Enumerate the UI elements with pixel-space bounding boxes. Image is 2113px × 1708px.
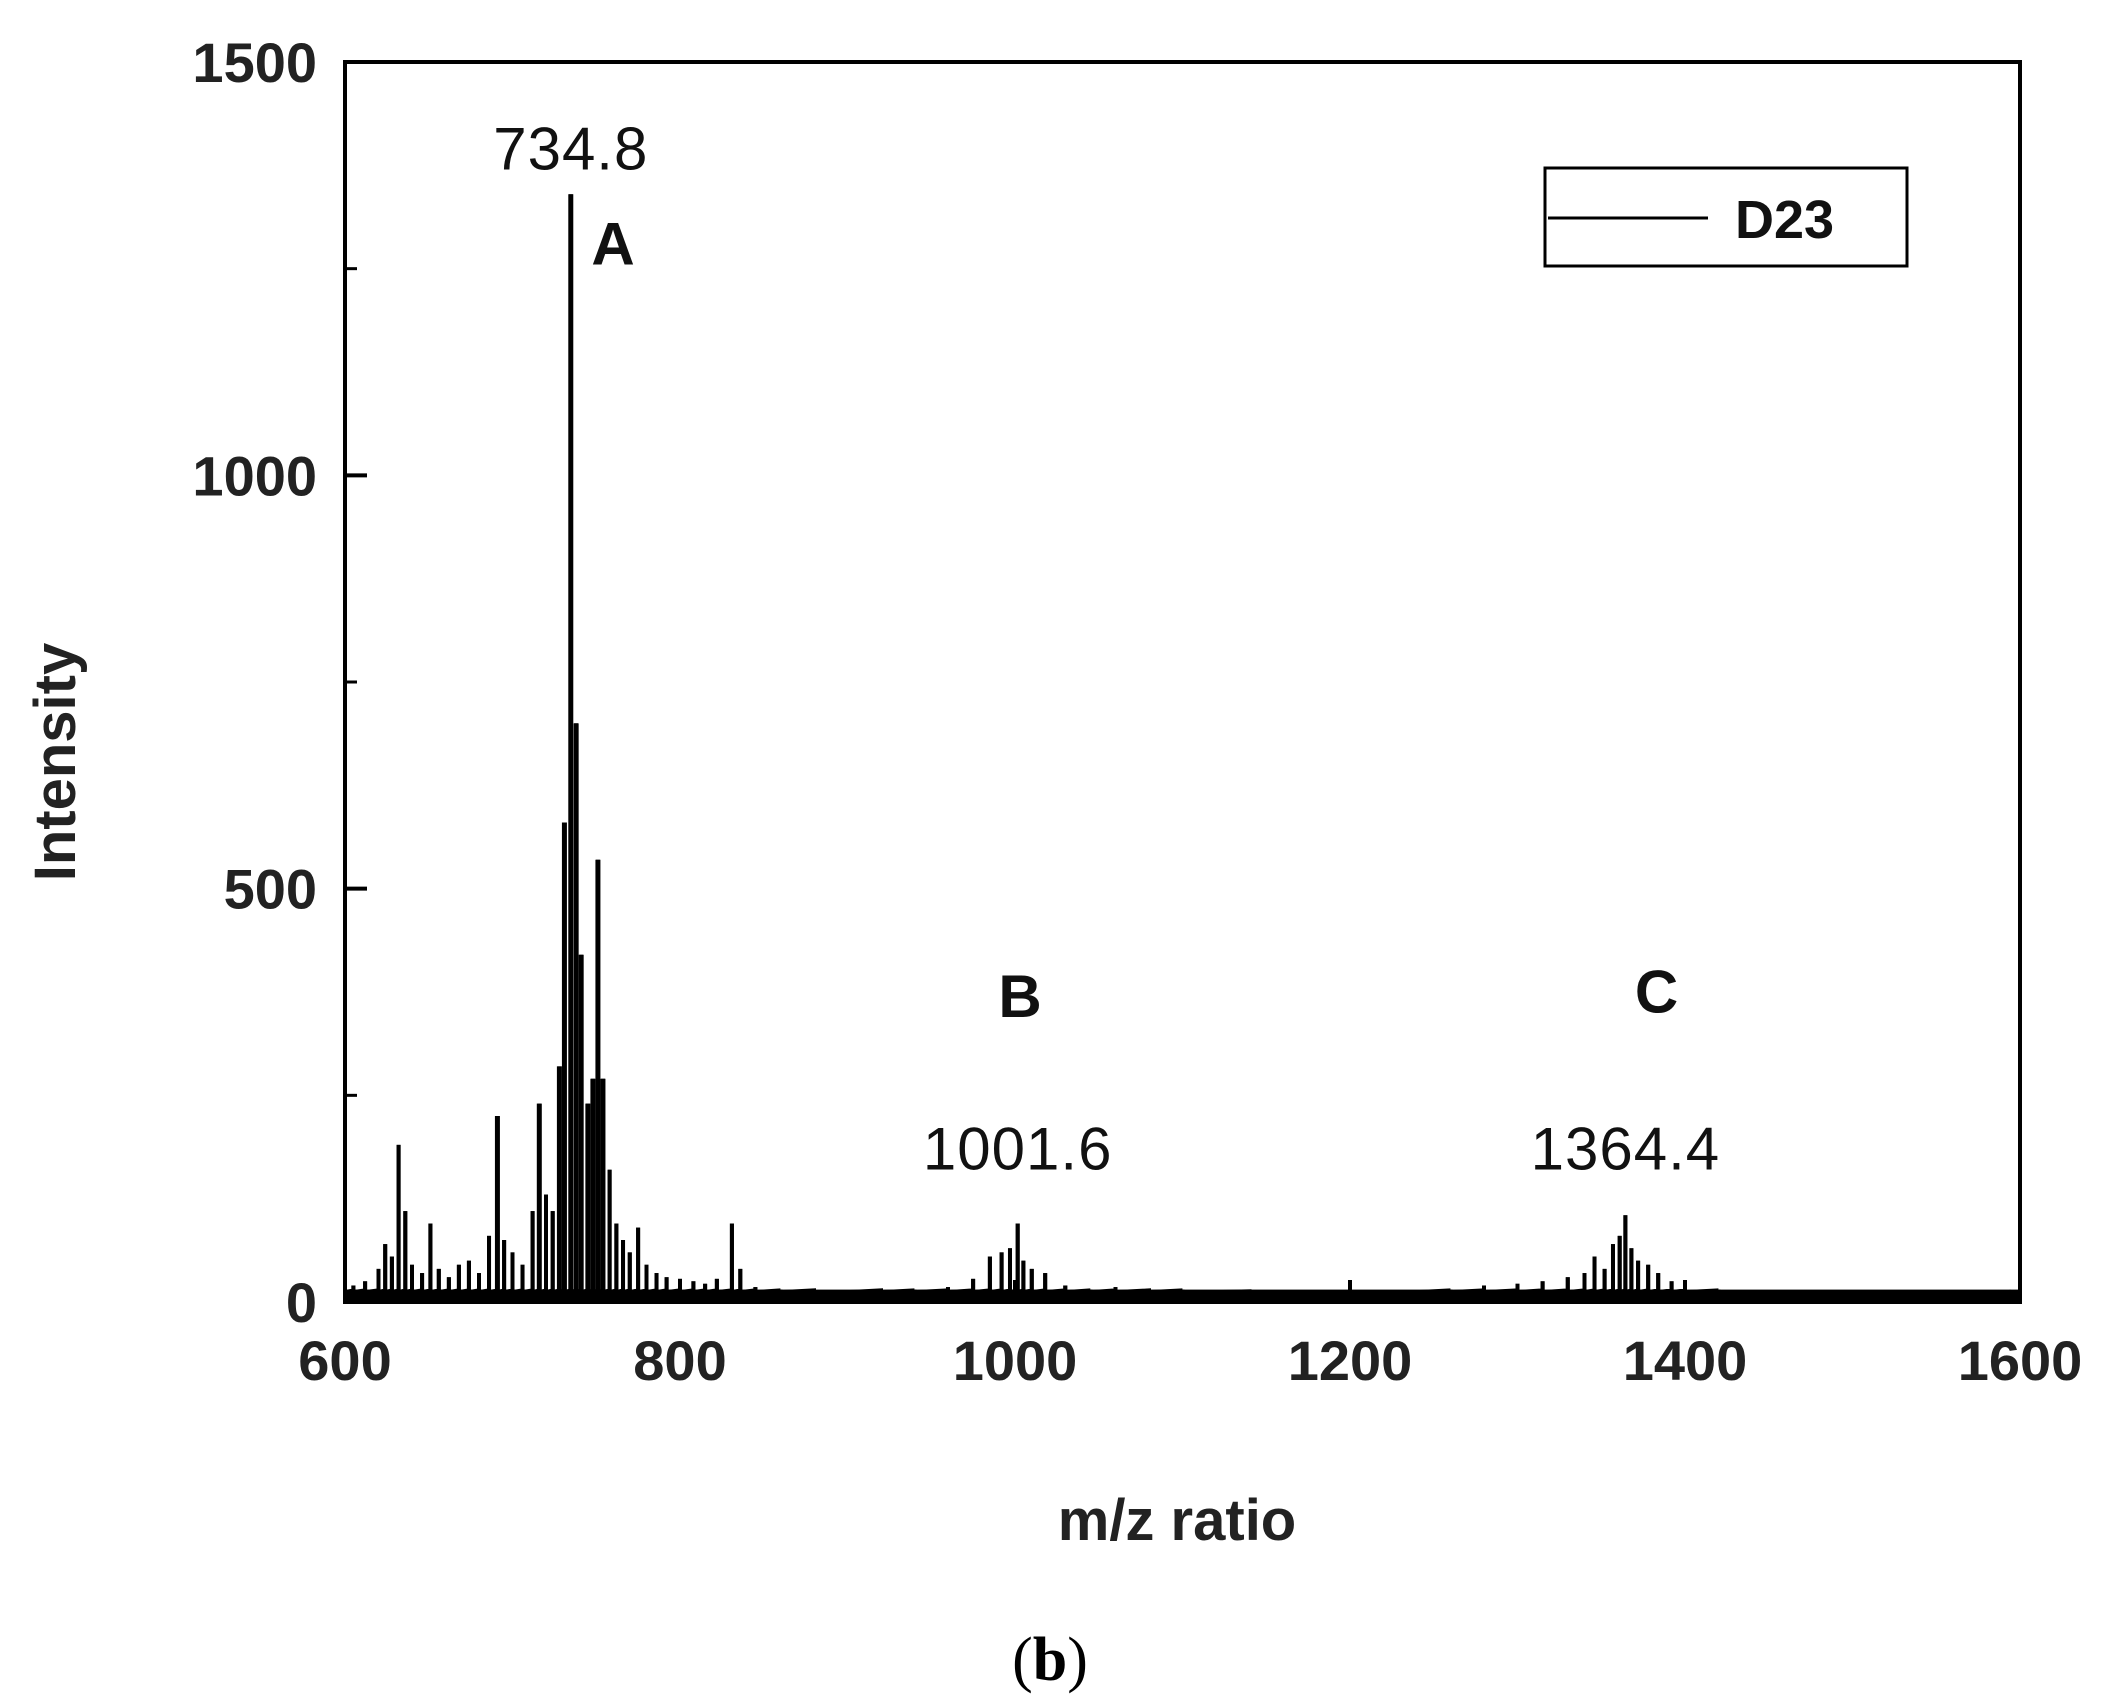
x-tick-label-2: 1000	[953, 1329, 1078, 1392]
x-tick-label-1: 800	[633, 1329, 726, 1392]
region-label-4: C	[1635, 959, 1678, 1026]
x-axis-title: m/z ratio	[1058, 1488, 1297, 1553]
peak-label-5: 1364.4	[1531, 1116, 1721, 1183]
axes: 600 800 1000 1200 1400 1600 0 500 1000 1500	[192, 31, 2082, 1392]
region-label-2: B	[998, 963, 1041, 1030]
annotations: 734.8 A B 1001.6 C 1364.4	[493, 115, 1721, 1183]
panel-label-letter: b	[1033, 1626, 1067, 1694]
legend-label-d23: D23	[1735, 190, 1834, 250]
legend: D23	[1543, 166, 1909, 268]
panel-label-open: (	[1012, 1626, 1033, 1694]
y-tick-label-2: 1000	[192, 444, 317, 507]
spectrum-data	[344, 194, 2021, 1302]
region-label-1: A	[591, 211, 634, 278]
y-tick-label-3: 1500	[192, 31, 317, 94]
x-tick-label-3: 1200	[1288, 1329, 1413, 1392]
panel-label-close: )	[1067, 1626, 1088, 1694]
x-tick-label-0: 600	[298, 1329, 391, 1392]
peak-label-0: 734.8	[493, 115, 648, 182]
y-tick-label-0: 0	[286, 1271, 317, 1334]
peak-label-3: 1001.6	[923, 1116, 1113, 1183]
y-axis-title: Intensity	[23, 643, 88, 882]
panel-label: (b)	[1012, 1626, 1088, 1694]
x-tick-label-5: 1600	[1958, 1329, 2083, 1392]
y-tick-label-1: 500	[224, 858, 317, 921]
x-tick-label-4: 1400	[1623, 1329, 1748, 1392]
